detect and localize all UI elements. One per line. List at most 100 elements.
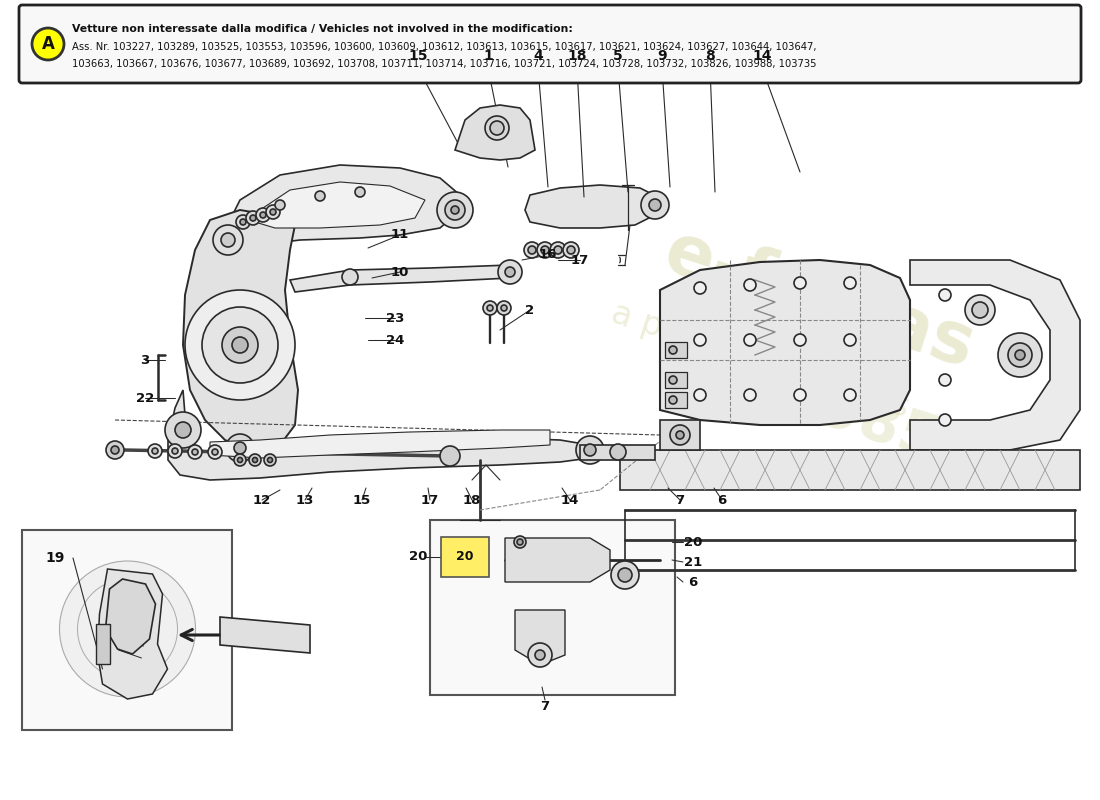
Circle shape (222, 327, 258, 363)
Text: 14: 14 (561, 494, 580, 506)
Text: 15: 15 (408, 49, 428, 63)
Text: 21: 21 (684, 555, 702, 569)
Text: e-ferras: e-ferras (656, 218, 984, 382)
Circle shape (188, 445, 202, 459)
Circle shape (610, 561, 639, 589)
Text: 7: 7 (540, 701, 550, 714)
Circle shape (260, 212, 266, 218)
FancyBboxPatch shape (441, 537, 490, 577)
Circle shape (315, 191, 324, 201)
Circle shape (172, 448, 178, 454)
Text: Vetture non interessate dalla modifica / Vehicles not involved in the modificati: Vetture non interessate dalla modifica /… (72, 24, 573, 34)
Circle shape (485, 116, 509, 140)
Circle shape (446, 200, 465, 220)
Text: 14: 14 (752, 49, 772, 63)
Circle shape (669, 376, 676, 384)
Circle shape (550, 242, 566, 258)
Text: 103663, 103667, 103676, 103677, 103689, 103692, 103708, 103711, 103714, 103716, : 103663, 103667, 103676, 103677, 103689, … (72, 59, 816, 69)
Text: 2: 2 (526, 303, 535, 317)
Circle shape (576, 436, 604, 464)
Circle shape (939, 414, 952, 426)
Circle shape (238, 458, 242, 462)
Circle shape (514, 536, 526, 548)
Text: 23: 23 (386, 311, 404, 325)
Circle shape (844, 277, 856, 289)
Circle shape (528, 246, 536, 254)
Circle shape (610, 444, 626, 460)
Circle shape (794, 334, 806, 346)
Circle shape (355, 187, 365, 197)
Polygon shape (96, 624, 110, 664)
Text: 6: 6 (689, 575, 697, 589)
Circle shape (264, 454, 276, 466)
Circle shape (524, 242, 540, 258)
Circle shape (794, 389, 806, 401)
Text: A: A (42, 35, 54, 53)
Circle shape (676, 431, 684, 439)
Circle shape (250, 215, 256, 221)
Circle shape (226, 434, 254, 462)
Text: 17: 17 (421, 494, 439, 506)
Polygon shape (98, 569, 167, 699)
Circle shape (939, 289, 952, 301)
Text: 5: 5 (613, 49, 623, 63)
Polygon shape (106, 579, 155, 654)
Circle shape (998, 333, 1042, 377)
Circle shape (694, 334, 706, 346)
FancyBboxPatch shape (19, 5, 1081, 83)
Polygon shape (580, 445, 654, 460)
Circle shape (266, 205, 280, 219)
Circle shape (270, 209, 276, 215)
Circle shape (111, 446, 119, 454)
FancyBboxPatch shape (666, 372, 688, 388)
Polygon shape (168, 390, 590, 480)
Text: 12: 12 (253, 494, 271, 506)
FancyBboxPatch shape (430, 520, 675, 695)
Circle shape (744, 389, 756, 401)
Circle shape (498, 260, 522, 284)
Circle shape (744, 334, 756, 346)
Text: 18: 18 (568, 49, 586, 63)
Circle shape (234, 454, 246, 466)
Circle shape (249, 454, 261, 466)
Circle shape (641, 191, 669, 219)
Text: Ass. Nr. 103227, 103289, 103525, 103553, 103596, 103600, 103609, 103612, 103613,: Ass. Nr. 103227, 103289, 103525, 103553,… (72, 42, 816, 52)
Text: 24: 24 (386, 334, 404, 346)
Circle shape (253, 458, 257, 462)
Polygon shape (220, 617, 310, 653)
Text: 3: 3 (141, 354, 150, 366)
Text: 1: 1 (483, 49, 493, 63)
Circle shape (236, 215, 250, 229)
Circle shape (535, 650, 544, 660)
Circle shape (1015, 350, 1025, 360)
Text: 7: 7 (675, 494, 684, 506)
Circle shape (213, 225, 243, 255)
Circle shape (208, 445, 222, 459)
Circle shape (440, 446, 460, 466)
Text: 20: 20 (409, 550, 427, 563)
Text: 19: 19 (45, 551, 65, 565)
Circle shape (670, 425, 690, 445)
Circle shape (541, 246, 549, 254)
Text: 20: 20 (684, 535, 702, 549)
Polygon shape (210, 430, 550, 458)
Polygon shape (525, 185, 660, 228)
Circle shape (240, 219, 246, 225)
Circle shape (221, 233, 235, 247)
Circle shape (275, 200, 285, 210)
Text: 8: 8 (705, 49, 715, 63)
Circle shape (939, 374, 952, 386)
Circle shape (106, 441, 124, 459)
Polygon shape (290, 265, 510, 292)
Circle shape (669, 346, 676, 354)
Circle shape (32, 28, 64, 60)
Text: 20: 20 (456, 550, 474, 563)
Circle shape (437, 192, 473, 228)
Circle shape (232, 337, 248, 353)
Circle shape (175, 422, 191, 438)
Circle shape (844, 389, 856, 401)
Circle shape (246, 211, 260, 225)
Circle shape (168, 444, 182, 458)
Circle shape (566, 246, 575, 254)
Text: 15: 15 (353, 494, 371, 506)
